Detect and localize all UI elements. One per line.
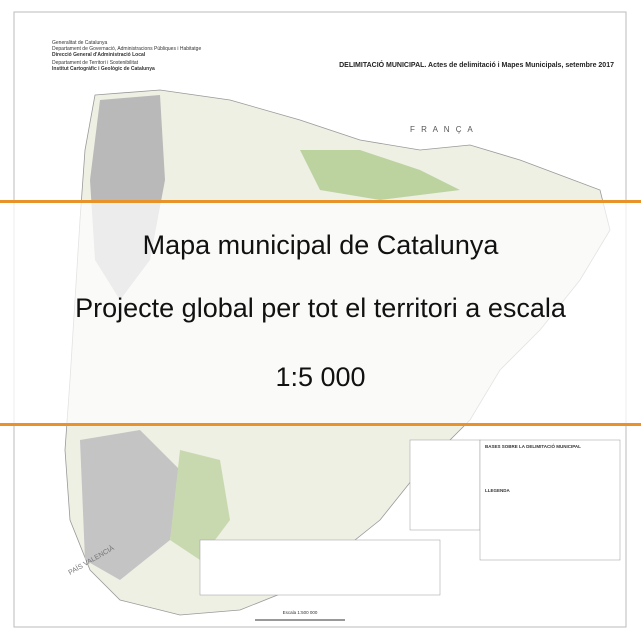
page: F R A N Ç A PAÍS VALENCIÀ BASES SOBRE LA… bbox=[0, 0, 641, 640]
stats-table bbox=[410, 440, 480, 530]
country-label: F R A N Ç A bbox=[410, 125, 475, 134]
overlay-title: Mapa municipal de Catalunya bbox=[0, 230, 641, 261]
scale-label: Escala 1:500 000 bbox=[283, 610, 318, 615]
overlay-scale: 1:5 000 bbox=[0, 362, 641, 393]
overlay-subtitle: Projecte global per tot el territori a e… bbox=[0, 293, 641, 324]
legend-box bbox=[480, 440, 620, 560]
bases-title: BASES SOBRE LA DELIMITACIÓ MUNICIPAL bbox=[485, 442, 581, 449]
agency-header: Generalitat de Catalunya Departament de … bbox=[52, 40, 201, 72]
legend-title: LLEGENDA bbox=[485, 488, 511, 493]
sheet-title: DELIMITACIÓ MUNICIPAL. Actes de delimita… bbox=[339, 60, 614, 69]
data-table bbox=[200, 540, 440, 595]
agency: Direcció General d'Administració Local bbox=[52, 52, 201, 58]
agency: Institut Cartogràfic i Geològic de Catal… bbox=[52, 66, 201, 72]
